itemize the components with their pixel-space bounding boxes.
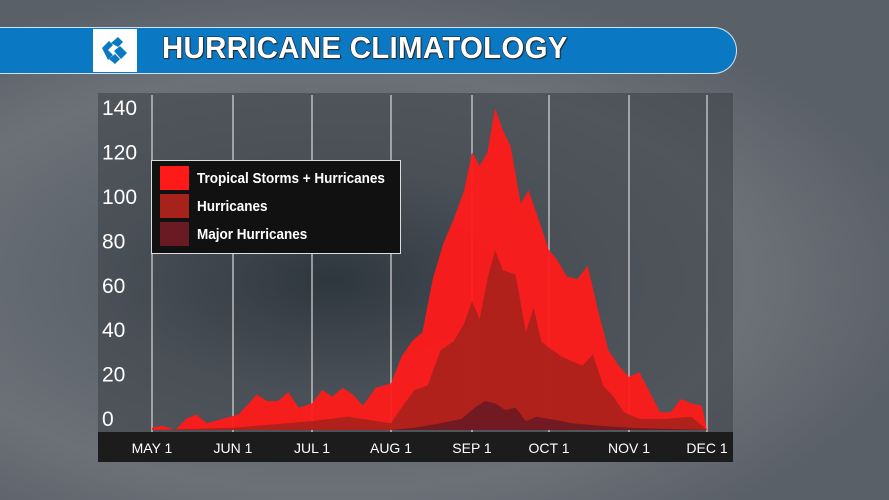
x-tick-label: NOV 1: [608, 440, 650, 456]
x-tick-label: JUN 1: [214, 440, 253, 456]
legend-label: Major Hurricanes: [197, 225, 308, 243]
x-tick-label: JUL 1: [294, 440, 330, 456]
area-series-tropical-storms-hurricanes: [152, 108, 707, 430]
x-tick-label: DEC 1: [686, 440, 727, 456]
legend-item-major-hurricanes: Major Hurricanes: [160, 222, 320, 246]
x-tick-label: OCT 1: [529, 440, 570, 456]
y-tick-label: 140: [102, 97, 137, 120]
page-title: HURRICANE CLIMATOLOGY: [162, 30, 568, 66]
y-tick-label: 60: [102, 275, 125, 298]
x-axis-band: [98, 432, 733, 462]
x-tick-label: AUG 1: [370, 440, 412, 456]
x-tick-label: SEP 1: [452, 440, 492, 456]
area-series-hurricanes: [152, 250, 707, 430]
x-tick-label: MAY 1: [132, 440, 173, 456]
legend: Tropical Storms + Hurricanes Hurricanes …: [151, 160, 401, 254]
legend-label: Hurricanes: [197, 197, 268, 215]
legend-item-ts-hurricanes: Tropical Storms + Hurricanes: [160, 166, 406, 190]
area-series-major-hurricanes: [152, 401, 707, 430]
y-tick-label: 0: [102, 408, 114, 431]
legend-item-hurricanes: Hurricanes: [160, 194, 275, 218]
y-tick-label: 80: [102, 230, 125, 253]
legend-label: Tropical Storms + Hurricanes: [197, 169, 385, 187]
logo-icon: [102, 37, 127, 64]
legend-swatch: [160, 194, 189, 218]
y-tick-label: 120: [102, 142, 137, 165]
y-tick-label: 40: [102, 319, 125, 342]
y-tick-label: 20: [102, 364, 125, 387]
station-logo: [93, 29, 137, 72]
legend-swatch: [160, 166, 189, 190]
legend-swatch: [160, 222, 189, 246]
y-tick-label: 100: [102, 186, 137, 209]
